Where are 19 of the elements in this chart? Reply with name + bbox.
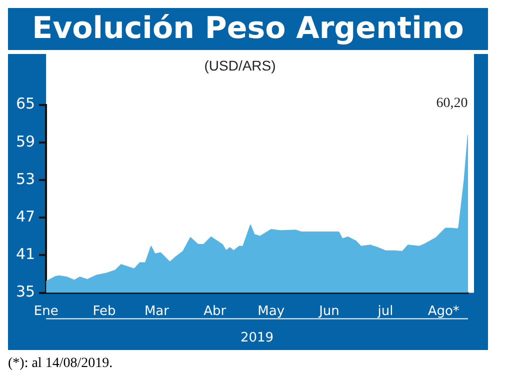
text: (*): al 14/08/2019. xyxy=(8,356,114,372)
x-tick-label: Ene xyxy=(34,304,58,319)
x-tick-label: Ago* xyxy=(428,304,460,319)
x-tick-label: Feb xyxy=(92,304,116,319)
y-tick-label: 41 xyxy=(16,245,36,264)
y-tick-label: 59 xyxy=(16,132,36,150)
y-tick-label: 35 xyxy=(16,282,36,301)
x-tick-label: jul xyxy=(376,304,394,319)
x-tick-label: May xyxy=(258,304,285,319)
x-tick-label: Jun xyxy=(318,304,340,319)
y-tick-label: 65 xyxy=(16,94,36,113)
x-tick-label: Mar xyxy=(144,304,170,319)
chart-title: Evolución Peso Argentino xyxy=(8,8,488,50)
y-tick-label: 47 xyxy=(16,207,36,226)
annotation: 60,20 xyxy=(436,96,468,111)
x-tick-label: Abr xyxy=(204,304,227,319)
y-tick-label: 53 xyxy=(16,170,36,188)
x-axis-title: 2019 xyxy=(240,330,274,346)
chart-subtitle: (USD/ARS) xyxy=(204,57,276,74)
